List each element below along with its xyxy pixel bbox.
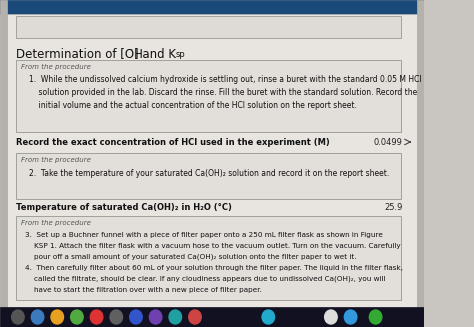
Circle shape — [262, 310, 274, 324]
Circle shape — [51, 310, 64, 324]
Circle shape — [169, 310, 182, 324]
Text: Determination of [OH: Determination of [OH — [16, 47, 143, 60]
Circle shape — [344, 310, 357, 324]
Circle shape — [189, 310, 201, 324]
Circle shape — [31, 310, 44, 324]
Text: sp: sp — [175, 50, 185, 59]
Circle shape — [71, 310, 83, 324]
Bar — [16, 153, 401, 199]
Bar — [0, 307, 424, 327]
Text: called the filtrate, should be clear. If any cloudiness appears due to undissolv: called the filtrate, should be clear. If… — [25, 276, 385, 283]
Circle shape — [130, 310, 142, 324]
Text: ⁻: ⁻ — [127, 47, 132, 57]
Bar — [0, 0, 424, 14]
Circle shape — [325, 310, 337, 324]
Circle shape — [369, 310, 382, 324]
Text: KSP 1. Attach the filter flask with a vacuum hose to the vacuum outlet. Turn on : KSP 1. Attach the filter flask with a va… — [25, 243, 401, 249]
Text: 1.  While the undissolved calcium hydroxide is settling out, rinse a buret with : 1. While the undissolved calcium hydroxi… — [28, 75, 421, 111]
Text: Temperature of saturated Ca(OH)₂ in H₂O (°C): Temperature of saturated Ca(OH)₂ in H₂O … — [16, 203, 232, 212]
Text: From the procedure: From the procedure — [21, 157, 91, 163]
Bar — [16, 216, 401, 300]
Text: 25.9: 25.9 — [384, 203, 402, 212]
Circle shape — [12, 310, 24, 324]
Text: 3.  Set up a Buchner funnel with a piece of filter paper onto a 250 mL filter fl: 3. Set up a Buchner funnel with a piece … — [25, 232, 383, 238]
Text: From the procedure: From the procedure — [21, 64, 91, 70]
Text: have to start the filtration over with a new piece of filter paper.: have to start the filtration over with a… — [25, 287, 262, 293]
Circle shape — [91, 310, 103, 324]
Text: From the procedure: From the procedure — [21, 220, 91, 226]
Text: Record the exact concentration of HCl used in the experiment (M): Record the exact concentration of HCl us… — [16, 138, 330, 147]
Circle shape — [110, 310, 122, 324]
Text: ] and K: ] and K — [134, 47, 176, 60]
Bar — [417, 0, 424, 327]
Bar — [16, 16, 401, 38]
Text: 2.  Take the temperature of your saturated Ca(OH)₂ solution and record it on the: 2. Take the temperature of your saturate… — [28, 169, 389, 178]
Text: 0.0499: 0.0499 — [374, 138, 402, 147]
Text: 4.  Then carefully filter about 60 mL of your solution through the filter paper.: 4. Then carefully filter about 60 mL of … — [25, 265, 403, 271]
Circle shape — [149, 310, 162, 324]
Text: pour off a small amount of your saturated Ca(OH)₂ solution onto the filter paper: pour off a small amount of your saturate… — [25, 254, 356, 261]
Bar — [16, 60, 401, 132]
Bar — [0, 0, 7, 327]
